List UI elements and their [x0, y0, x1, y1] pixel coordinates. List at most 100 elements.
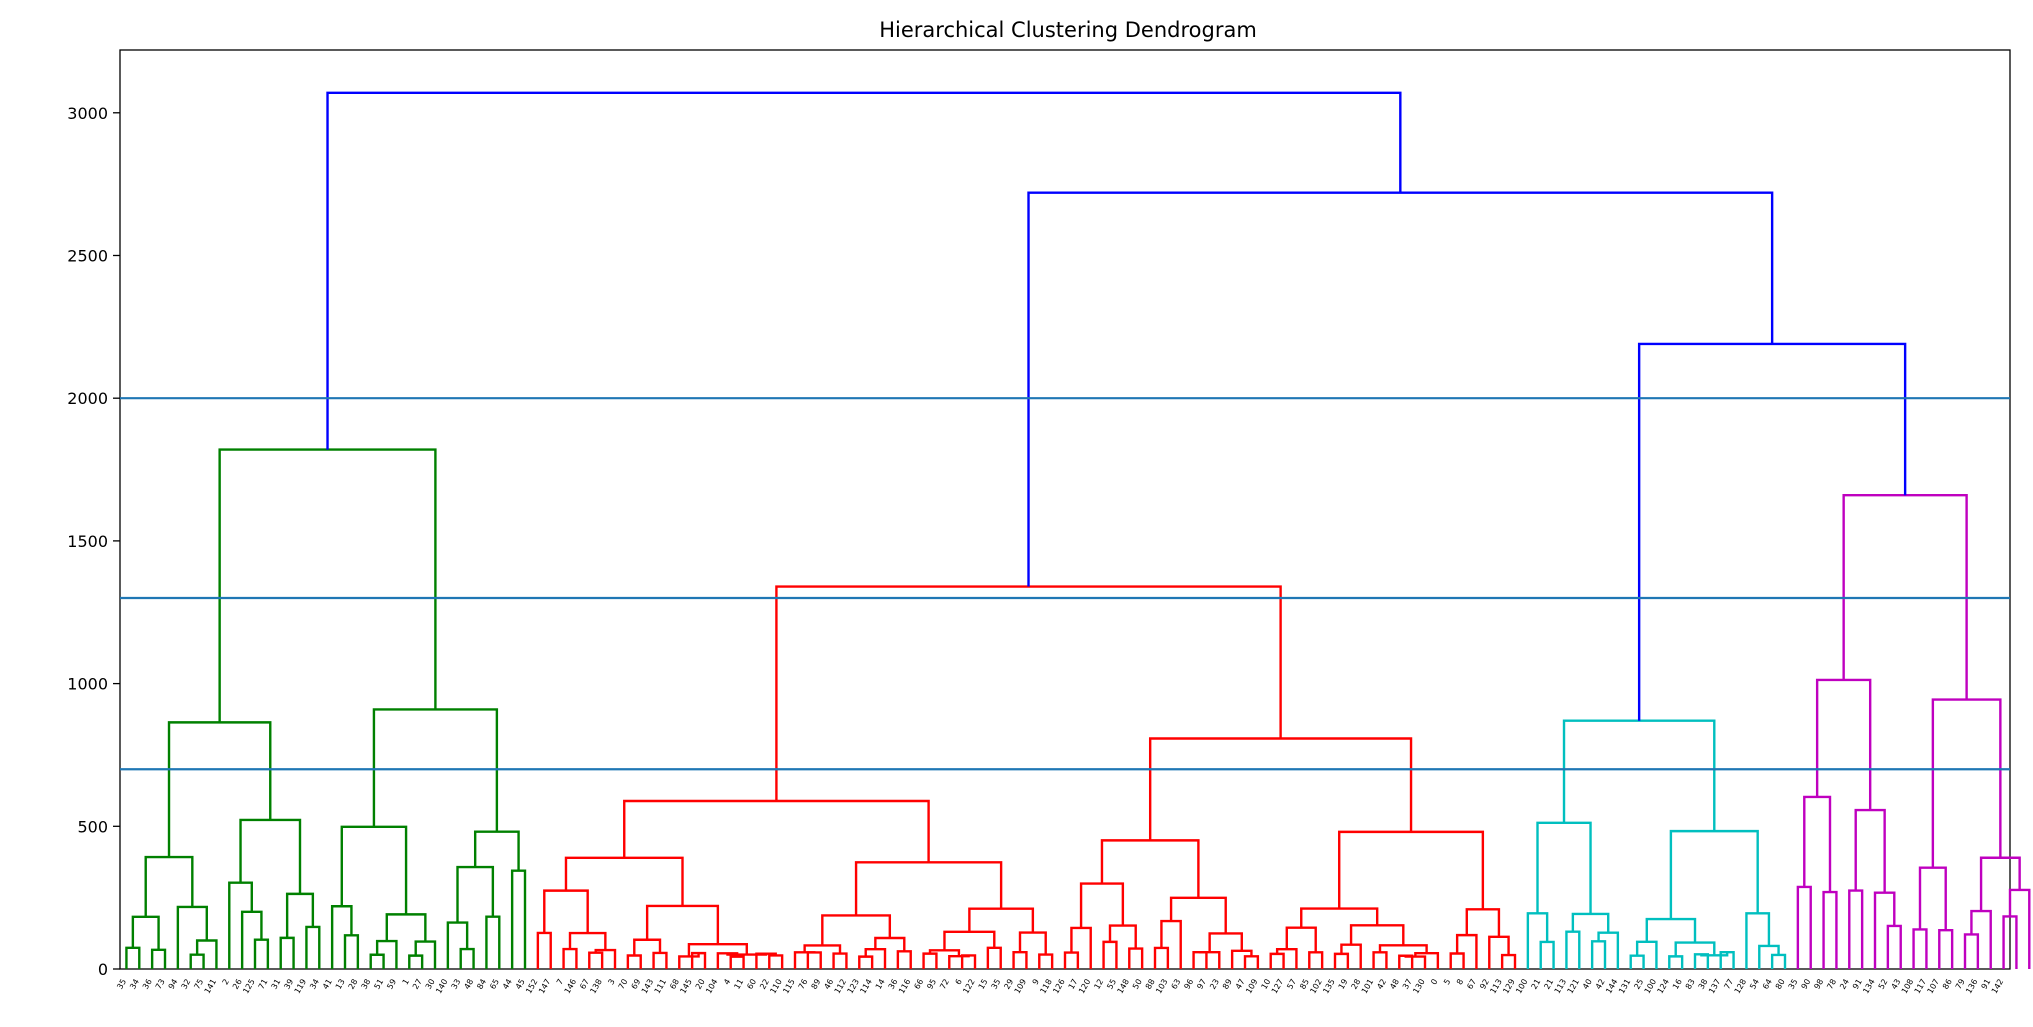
leaf-label: 21 — [1542, 978, 1555, 991]
leaf-label: 26 — [231, 978, 244, 991]
leaf-label: 128 — [1733, 978, 1748, 996]
leaf-label: 38 — [360, 978, 373, 991]
dendrogram-link — [1465, 908, 1501, 937]
leaf-label: 85 — [1298, 978, 1311, 991]
leaf-label: 129 — [1501, 978, 1516, 996]
dendrogram-link — [1243, 955, 1260, 969]
leaf-label: 70 — [617, 978, 630, 991]
dendrogram-link — [305, 925, 321, 969]
leaf-label: 17 — [1067, 978, 1080, 991]
leaf-label: 44 — [501, 978, 514, 991]
dendrogram-link — [1526, 912, 1549, 969]
y-axis: 0 500 1000 1500 2000 2500 3000 — [67, 104, 120, 979]
leaf-label: 40 — [1581, 978, 1594, 991]
dendrogram-link — [1169, 896, 1227, 934]
leaf-label: 108 — [1900, 978, 1915, 996]
leaf-label: 88 — [1144, 978, 1157, 991]
dendrogram-link — [340, 825, 408, 915]
leaf-label: 11 — [732, 978, 745, 991]
dendrogram-link — [1340, 943, 1362, 969]
dendrogram-link — [1873, 891, 1896, 969]
dendrogram-link — [1597, 931, 1620, 969]
dendrogram-link — [285, 892, 315, 938]
dendrogram-link — [1108, 924, 1137, 949]
leaf-label: 35 — [1787, 978, 1800, 991]
leaf-label: 116 — [897, 978, 912, 996]
leaf-label: 80 — [1774, 978, 1787, 991]
leaf-label: 51 — [372, 978, 385, 991]
leaf-label: 90 — [1800, 978, 1813, 991]
leaf-label: 50 — [1131, 978, 1144, 991]
dendrogram-link — [456, 865, 495, 923]
leaf-label: 34 — [308, 978, 321, 991]
leaf-label: 78 — [1825, 978, 1838, 991]
dendrogram-link — [928, 949, 961, 957]
dendrogram-link — [1637, 342, 1907, 721]
leaf-label: 102 — [1308, 978, 1323, 996]
dendrogram-link — [1488, 935, 1510, 969]
leaf-label: 115 — [781, 978, 796, 996]
dendrogram-link — [874, 936, 906, 952]
leaf-label: 127 — [1270, 978, 1285, 996]
leaf-label: 136 — [1964, 978, 1979, 996]
leaf-label: 25 — [1632, 978, 1645, 991]
leaf-label: 63 — [1170, 978, 1183, 991]
leaf-label: 48 — [462, 978, 475, 991]
leaf-label: 138 — [588, 978, 603, 996]
leaf-label: 113 — [1553, 978, 1568, 996]
leaf-label: 45 — [514, 978, 527, 991]
dendrogram-link — [821, 914, 892, 946]
dendrogram-link — [326, 91, 1402, 450]
leaf-label: 31 — [270, 978, 283, 991]
leaf-label: 36 — [887, 978, 900, 991]
dendrogram-link — [1918, 866, 1947, 931]
leaf-label: 35 — [115, 978, 128, 991]
leaf-label: 67 — [578, 978, 591, 991]
leaf-label: 76 — [797, 978, 810, 991]
leaf-label: 28 — [347, 978, 360, 991]
leaf-label: 121 — [1566, 978, 1581, 996]
leaf-label: 47 — [1234, 978, 1247, 991]
leaf-label: 64 — [1761, 978, 1774, 991]
leaf-label: 35 — [990, 978, 1003, 991]
dendrogram-link — [1148, 737, 1413, 841]
leaf-label: 3 — [606, 978, 616, 987]
leaf-label: 24 — [1838, 978, 1851, 991]
leaf-label: 52 — [1877, 978, 1890, 991]
leaf-label: 30 — [424, 978, 437, 991]
dendrogram-links — [125, 91, 2031, 969]
leaf-label: 6 — [954, 978, 964, 987]
dendrogram-link — [1562, 719, 1716, 832]
leaf-label: 141 — [203, 978, 218, 996]
dendrogram-link — [1070, 926, 1092, 969]
y-tick-label: 500 — [77, 817, 108, 836]
leaf-label: 135 — [1321, 978, 1336, 996]
leaf-label: 9 — [1031, 978, 1041, 987]
leaf-label: 1 — [401, 978, 411, 987]
leaf-label: 55 — [1105, 978, 1118, 991]
leaf-label: 27 — [411, 978, 424, 991]
dendrogram-link — [125, 946, 141, 969]
leaf-label: 41 — [321, 978, 334, 991]
leaf-label: 84 — [475, 978, 488, 991]
leaf-label: 13 — [334, 978, 347, 991]
leaf-label: 59 — [385, 978, 398, 991]
leaf-label: 72 — [938, 978, 951, 991]
dendrogram-link — [564, 856, 684, 906]
dendrogram-link — [189, 953, 205, 969]
leaf-label: 42 — [1375, 978, 1388, 991]
leaf-label: 100 — [1643, 978, 1658, 996]
leaf-label: 48 — [1388, 978, 1401, 991]
dendrogram-link — [459, 947, 475, 969]
dendrogram-link — [239, 818, 302, 894]
dendrogram-link — [1565, 930, 1581, 969]
leaf-label: 92 — [1478, 978, 1491, 991]
leaf-label: 147 — [537, 978, 552, 996]
dendrogram-link — [1815, 678, 1872, 811]
leaf-label: 109 — [1013, 978, 1028, 996]
leaf-label: 36 — [141, 978, 154, 991]
y-tick-label: 1000 — [67, 675, 108, 694]
leaf-label: 118 — [1038, 978, 1053, 996]
leaf-label: 29 — [1002, 978, 1015, 991]
